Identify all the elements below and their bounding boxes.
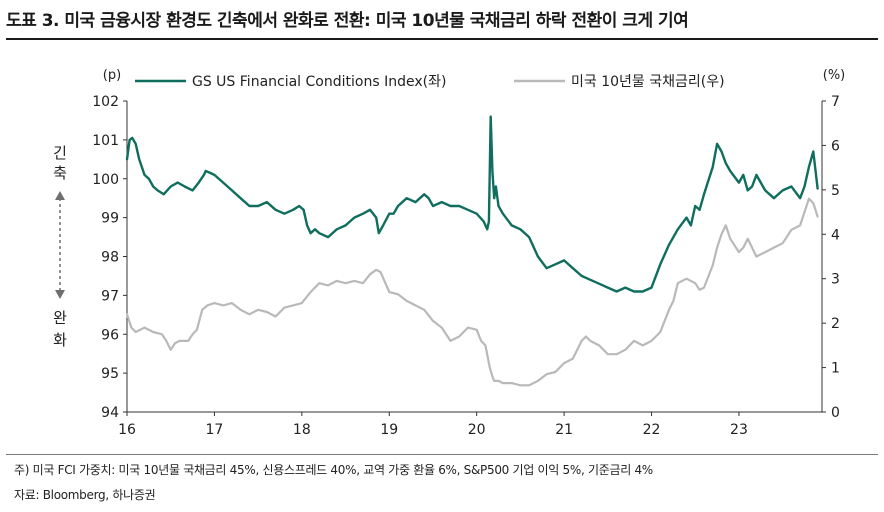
x-tick-label: 16 bbox=[118, 422, 136, 438]
annotation-easing: 화 bbox=[53, 331, 67, 349]
y-tick-label-left: 102 bbox=[92, 94, 119, 110]
chart-legend: GS US Financial Conditions Index(좌) 미국 10… bbox=[135, 74, 725, 90]
y-tick-label-right: 5 bbox=[831, 183, 840, 199]
y-tick-label-right: 6 bbox=[831, 138, 840, 154]
x-tick-label: 21 bbox=[555, 422, 573, 438]
source-note: 자료: Bloomberg, 하나증권 bbox=[14, 488, 156, 502]
annotation-tightening: 긴 bbox=[53, 144, 67, 162]
x-tick-label: 18 bbox=[293, 422, 311, 438]
series-line-fci bbox=[125, 115, 819, 293]
y-tick-label-right: 4 bbox=[831, 227, 840, 243]
arrow-down-icon bbox=[55, 290, 65, 299]
y-tick-label-left: 94 bbox=[101, 405, 119, 421]
y-tick-label-right: 0 bbox=[831, 405, 840, 421]
y-tick-label-left: 96 bbox=[101, 327, 119, 343]
annotation-easing: 완 bbox=[53, 309, 67, 327]
y-tick-label-right: 2 bbox=[831, 316, 840, 332]
y-tick-label-left: 99 bbox=[101, 211, 119, 227]
legend-label-fci: GS US Financial Conditions Index(좌) bbox=[192, 74, 446, 90]
figure-title: 도표 3. 미국 금융시장 환경도 긴축에서 완화로 전환: 미국 10년물 국… bbox=[6, 11, 689, 31]
chart-lines bbox=[125, 115, 819, 387]
y-unit-left: (p) bbox=[103, 68, 121, 83]
y-unit-right: (%) bbox=[823, 68, 846, 83]
y-tick-label-left: 98 bbox=[101, 250, 119, 266]
y-tick-label-left: 95 bbox=[101, 366, 119, 382]
x-tick-label: 20 bbox=[468, 422, 486, 438]
legend-label-yield: 미국 10년물 국채금리(우) bbox=[571, 74, 725, 90]
y-tick-label-right: 7 bbox=[831, 94, 840, 110]
footnote: 주) 미국 FCI 가중치: 미국 10년물 국채금리 45%, 신용스프레드 … bbox=[14, 463, 653, 477]
y-tick-label-right: 3 bbox=[831, 272, 840, 288]
x-tick-label: 19 bbox=[380, 422, 398, 438]
y-tick-label-right: 1 bbox=[831, 361, 840, 377]
series-line-yield bbox=[125, 197, 819, 387]
x-tick-label: 22 bbox=[643, 422, 661, 438]
arrow-up-icon bbox=[55, 191, 65, 200]
annotation-tightening: 축 bbox=[53, 164, 67, 182]
y-tick-label-left: 97 bbox=[101, 288, 119, 304]
x-tick-label: 17 bbox=[206, 422, 224, 438]
footnote-rule bbox=[6, 454, 878, 455]
title-rule bbox=[6, 38, 878, 40]
y-tick-label-left: 100 bbox=[92, 172, 119, 188]
x-tick-label: 23 bbox=[730, 422, 748, 438]
y-tick-label-left: 101 bbox=[92, 133, 119, 149]
